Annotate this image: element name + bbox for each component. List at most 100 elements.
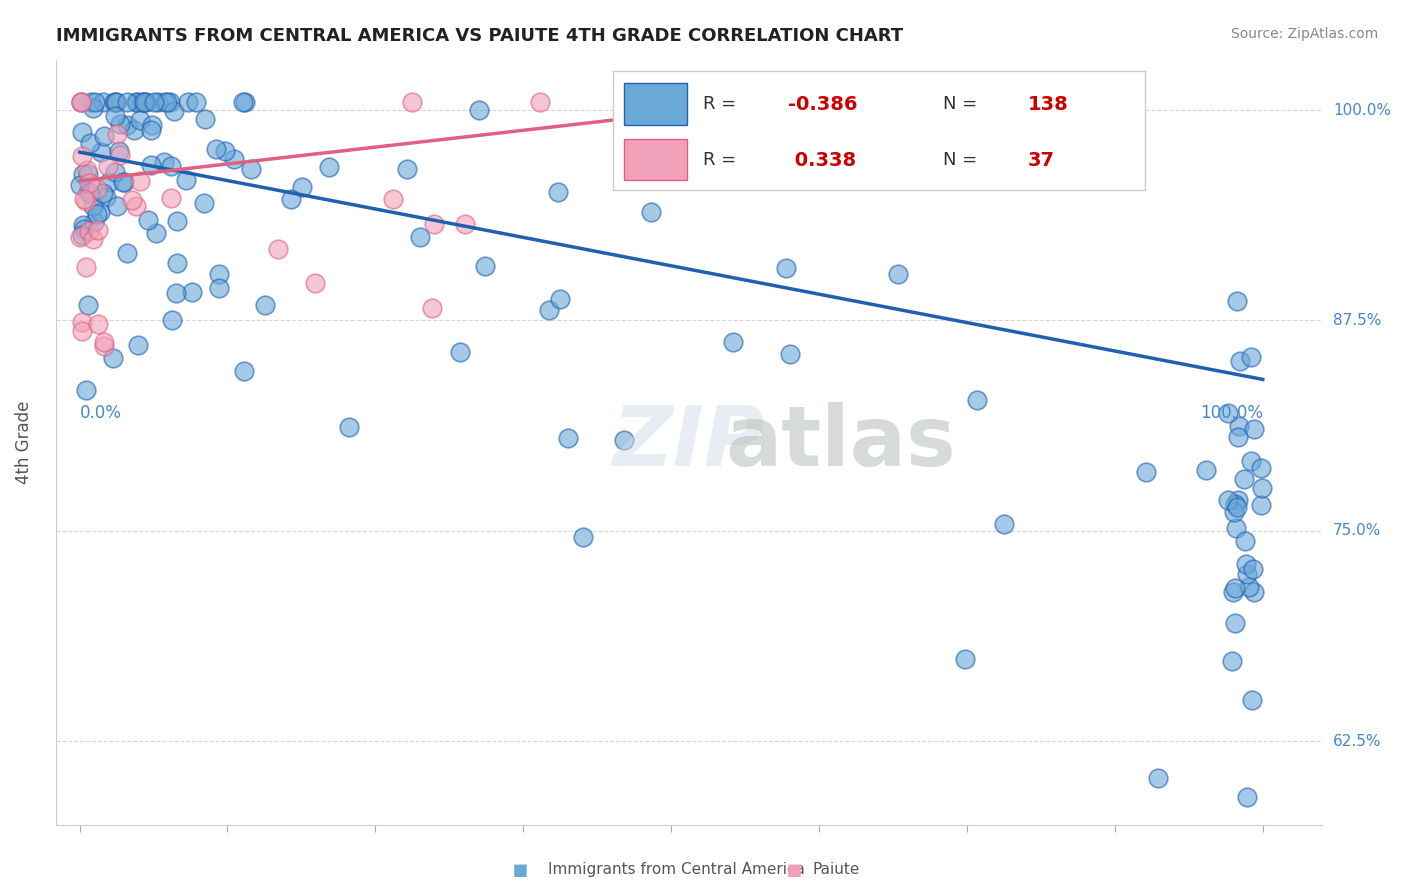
Point (253, 298, 276, 312)
Point (337, 419, 360, 434)
Point (953, 652, 976, 666)
Point (115, 95, 138, 109)
Point (184, 95, 207, 109)
Point (613, 434, 636, 448)
Point (70, 227, 93, 242)
Point (152, 154, 174, 169)
Point (177, 95, 200, 109)
Point (1226, 430, 1249, 444)
Point (127, 337, 149, 351)
Point (557, 431, 579, 445)
Point (162, 103, 184, 118)
Point (1229, 354, 1251, 368)
Point (454, 217, 477, 231)
Point (108, 147, 131, 161)
Point (89, 205, 111, 219)
Point (105, 95, 128, 109)
Point (174, 173, 197, 187)
Text: 100.0%: 100.0% (1333, 103, 1391, 118)
Point (72, 124, 94, 138)
Text: Immigrants from Central America: Immigrants from Central America (548, 863, 806, 877)
Point (993, 517, 1015, 532)
Point (381, 192, 404, 206)
Text: Source: ZipAtlas.com: Source: ZipAtlas.com (1230, 27, 1378, 41)
Point (76, 162, 98, 177)
Point (1236, 789, 1258, 804)
Point (108, 117, 131, 131)
Point (77, 176, 100, 190)
Point (146, 95, 169, 109)
Point (1226, 492, 1249, 507)
Point (420, 301, 443, 315)
Point (136, 212, 159, 227)
Point (82, 232, 104, 246)
Point (208, 267, 231, 281)
Point (70, 95, 93, 109)
Point (97, 159, 120, 173)
Point (132, 95, 155, 109)
Point (82, 199, 104, 213)
Point (222, 152, 245, 166)
Point (139, 123, 162, 137)
Y-axis label: 4th Grade: 4th Grade (15, 401, 32, 484)
Point (124, 123, 146, 137)
Point (77, 167, 100, 181)
Text: Paiute: Paiute (813, 863, 860, 877)
Point (779, 347, 801, 361)
Point (105, 127, 128, 141)
Point (131, 95, 153, 109)
Point (125, 199, 148, 213)
Point (91, 186, 114, 200)
Point (141, 157, 163, 171)
Point (79, 136, 101, 150)
Point (73, 192, 96, 206)
Point (75, 194, 97, 209)
Point (69, 230, 91, 244)
Point (318, 160, 340, 174)
Point (79, 95, 101, 109)
Point (640, 205, 662, 219)
Point (1243, 422, 1265, 436)
Point (125, 95, 148, 109)
Point (104, 165, 127, 179)
Point (239, 162, 262, 177)
Text: 100.0%: 100.0% (1199, 404, 1263, 422)
Point (77, 224, 100, 238)
Point (156, 95, 179, 109)
Point (648, 95, 671, 109)
Point (115, 119, 138, 133)
Point (129, 173, 152, 187)
Point (1240, 454, 1263, 468)
Point (886, 267, 908, 281)
Point (107, 144, 129, 158)
Point (93, 339, 115, 353)
Point (145, 226, 167, 240)
Point (1222, 654, 1244, 668)
Point (72, 218, 94, 232)
Point (1234, 558, 1257, 572)
Point (160, 159, 183, 173)
Point (395, 161, 418, 176)
Point (70, 95, 93, 109)
Point (181, 285, 204, 299)
Point (1250, 461, 1272, 475)
Point (233, 364, 256, 378)
Point (70, 95, 93, 110)
Point (73, 222, 96, 236)
Point (69, 178, 91, 193)
Point (86, 181, 108, 195)
Point (235, 95, 257, 109)
Text: atlas: atlas (725, 402, 956, 483)
Point (101, 351, 124, 365)
Text: 62.5%: 62.5% (1333, 734, 1382, 748)
Point (401, 95, 423, 109)
Point (90, 145, 112, 160)
Point (1241, 562, 1264, 576)
Point (75, 383, 97, 397)
Point (93, 95, 115, 109)
Point (280, 192, 302, 206)
Point (1240, 692, 1263, 706)
Point (291, 179, 314, 194)
Point (105, 198, 128, 212)
Point (82, 102, 104, 116)
